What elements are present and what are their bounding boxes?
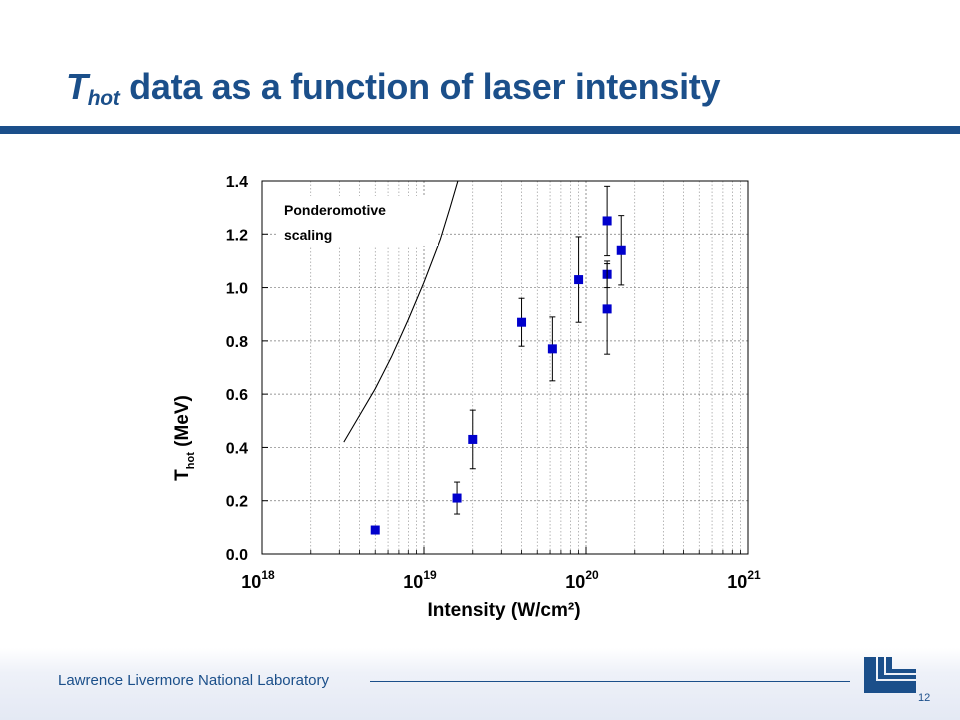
axis-ticks: 0.0 0.2 0.4 0.6 0.8 1.0 1.2 1.4 1018 1019 1020 1021 [226,174,761,592]
slide-title: Thot data as a function of laser intensi… [66,66,721,111]
title-subscript: hot [87,87,120,110]
y-tick-label: 1.0 [226,281,248,298]
data-point [616,215,626,286]
data-marker [517,317,527,327]
llnl-logo [864,657,916,693]
data-points-layer [370,185,626,535]
data-point [574,236,584,323]
data-marker [468,434,478,444]
x-axis-label: Intensity (W/cm²) [427,600,580,621]
title-t: T [66,66,88,107]
plot-frame [261,180,749,555]
annotation-line-2: scaling [284,227,332,243]
footer-band [0,648,960,720]
data-marker [602,216,612,226]
x-tick-label: 1018 [241,568,275,592]
y-tick-label: 1.4 [226,174,248,191]
data-point [452,481,462,515]
y-tick-label: 1.2 [226,227,248,244]
data-point [602,185,612,257]
title-divider [0,126,960,134]
data-marker [574,275,584,285]
intensity-scatter-chart: 0.0 0.2 0.4 0.6 0.8 1.0 1.2 1.4 1018 1019 1020 1021… [172,174,761,621]
data-marker [547,344,557,354]
data-marker [370,525,380,535]
data-point [370,525,380,535]
svg-text:Thot (MeV): Thot (MeV) [172,395,197,481]
data-point [547,316,557,382]
y-axis-label: Thot (MeV) [172,395,197,481]
y-label-sub: hot [185,452,197,469]
y-label-unit: (MeV) [172,395,193,452]
footer-lab-name: Lawrence Livermore National Laboratory [58,672,329,689]
annotation-line-1: Ponderomotive [284,202,386,218]
data-marker [616,245,626,255]
x-tick-label: 1020 [565,568,599,592]
y-label-t: T [172,469,193,481]
x-tick-label: 1021 [727,568,761,592]
y-tick-label: 0.0 [226,547,248,564]
ponderomotive-curve [343,180,459,443]
ponderomotive-label: Ponderomotive scaling [278,196,438,246]
footer-divider [370,681,850,682]
data-marker [602,304,612,314]
data-point [468,409,478,470]
data-point [517,297,527,347]
data-point [602,263,612,355]
ponderomotive-curve-layer [343,180,459,443]
page-number: 12 [918,692,931,704]
data-marker [452,493,462,503]
y-tick-label: 0.8 [226,334,248,351]
x-tick-label: 1019 [403,568,437,592]
y-tick-label: 0.2 [226,494,248,511]
title-text: data as a function of laser intensity [119,66,721,107]
y-tick-label: 0.6 [226,387,248,404]
y-tick-label: 0.4 [226,440,248,457]
